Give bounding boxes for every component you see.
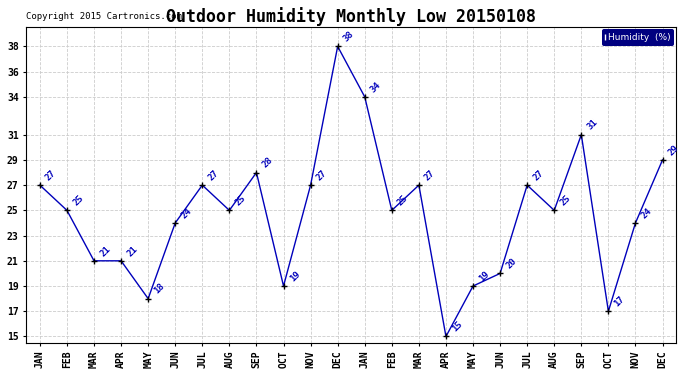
Text: 25: 25 (233, 194, 248, 208)
Text: 28: 28 (261, 156, 275, 170)
Text: 17: 17 (613, 294, 627, 309)
Text: 20: 20 (504, 256, 518, 271)
Text: 25: 25 (396, 194, 410, 208)
Text: 21: 21 (126, 244, 139, 258)
Text: 19: 19 (477, 269, 491, 283)
Text: 24: 24 (640, 206, 653, 220)
Text: 21: 21 (98, 244, 112, 258)
Text: 25: 25 (558, 194, 573, 208)
Text: 31: 31 (586, 118, 600, 132)
Text: 38: 38 (342, 30, 356, 44)
Title: Outdoor Humidity Monthly Low 20150108: Outdoor Humidity Monthly Low 20150108 (166, 7, 536, 26)
Text: Copyright 2015 Cartronics.com: Copyright 2015 Cartronics.com (26, 12, 182, 21)
Text: 27: 27 (44, 168, 58, 182)
Text: 24: 24 (179, 206, 193, 220)
Text: 15: 15 (450, 320, 464, 334)
Text: 19: 19 (288, 269, 302, 283)
Text: 27: 27 (423, 168, 437, 182)
Legend: Humidity  (%): Humidity (%) (602, 29, 674, 45)
Text: 34: 34 (369, 80, 383, 94)
Text: 27: 27 (206, 168, 220, 182)
Text: 18: 18 (152, 282, 166, 296)
Text: 27: 27 (531, 168, 545, 182)
Text: 25: 25 (71, 194, 85, 208)
Text: 27: 27 (315, 168, 328, 182)
Text: 29: 29 (667, 143, 680, 157)
